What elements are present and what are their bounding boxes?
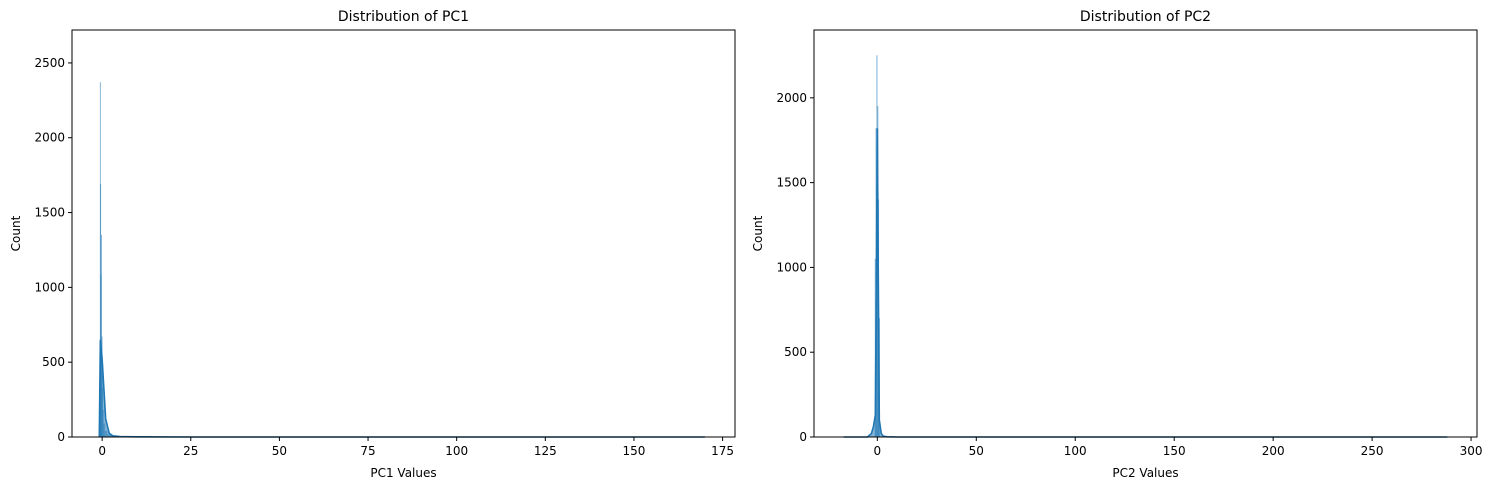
x-tick-label: 125 xyxy=(534,444,557,458)
x-axis-ticks: 0 50 100 150 200 250 300 xyxy=(874,437,1483,458)
y-axis-label: Count xyxy=(9,215,23,251)
kde-line xyxy=(843,128,1448,438)
y-axis-label: Count xyxy=(751,215,765,251)
chart-title: Distribution of PC1 xyxy=(338,9,469,25)
axes-frame xyxy=(813,29,1478,438)
x-tick-label: 100 xyxy=(445,444,468,458)
kde-area xyxy=(843,128,1448,437)
x-tick-label: 175 xyxy=(711,444,734,458)
y-axis-ticks: 0 500 1000 1500 2000 2500 xyxy=(34,56,72,444)
chart-panel-1: 0 25 50 75 100 125 150 175 0 500 1000 1500 2000 2500 D… xyxy=(9,9,736,480)
y-tick-label: 1000 xyxy=(34,280,65,294)
x-tick-label: 150 xyxy=(1163,444,1186,458)
y-tick-label: 500 xyxy=(42,355,65,369)
y-tick-label: 1500 xyxy=(34,206,65,220)
y-tick-label: 2500 xyxy=(34,56,65,70)
x-tick-label: 50 xyxy=(969,444,984,458)
x-tick-label: 25 xyxy=(183,444,198,458)
axes-frame xyxy=(71,29,736,438)
x-tick-label: 100 xyxy=(1064,444,1087,458)
chart-title: Distribution of PC2 xyxy=(1080,9,1211,25)
x-tick-label: 200 xyxy=(1262,444,1285,458)
x-tick-label: 50 xyxy=(272,444,287,458)
kde-line xyxy=(98,339,705,438)
y-tick-label: 0 xyxy=(57,430,65,444)
x-tick-label: 0 xyxy=(98,444,106,458)
y-tick-label: 0 xyxy=(799,430,807,444)
y-tick-label: 2000 xyxy=(34,131,65,145)
x-tick-label: 150 xyxy=(623,444,646,458)
x-tick-label: 0 xyxy=(874,444,882,458)
x-tick-label: 250 xyxy=(1361,444,1384,458)
x-axis-ticks: 0 25 50 75 100 125 150 175 xyxy=(98,437,734,458)
kde-area xyxy=(99,339,705,437)
y-tick-label: 2000 xyxy=(776,91,807,105)
chart-panel-2: 0 50 100 150 200 250 300 0 500 1000 1500 2000 Distri… xyxy=(751,9,1483,480)
y-tick-label: 500 xyxy=(784,345,807,359)
x-axis-label: PC2 Values xyxy=(1112,466,1178,480)
x-tick-label: 300 xyxy=(1460,444,1483,458)
y-axis-ticks: 0 500 1000 1500 2000 xyxy=(776,91,814,444)
y-tick-label: 1000 xyxy=(776,260,807,274)
y-tick-label: 1500 xyxy=(776,176,807,190)
x-tick-label: 75 xyxy=(360,444,375,458)
x-axis-label: PC1 Values xyxy=(370,466,436,480)
